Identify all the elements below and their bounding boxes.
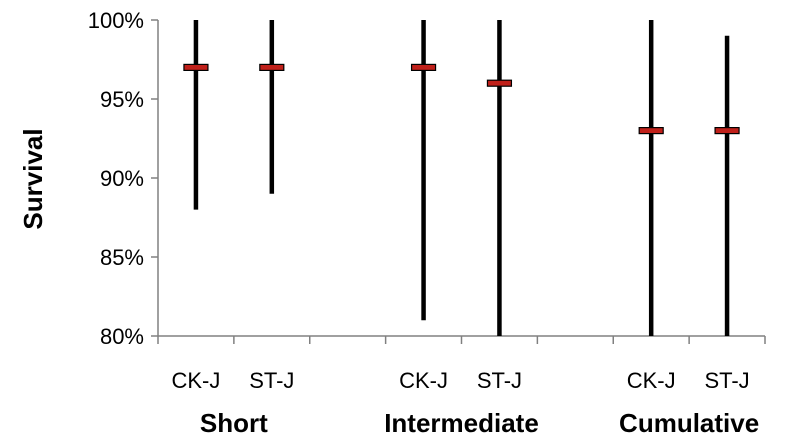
y-tick-label: 85% xyxy=(100,245,144,270)
estimate-marker xyxy=(638,126,664,135)
y-tick-label: 100% xyxy=(88,8,144,33)
category-label: CK-J xyxy=(627,368,676,393)
category-label: ST-J xyxy=(704,368,749,393)
estimate-markers xyxy=(183,63,740,135)
category-label: CK-J xyxy=(399,368,448,393)
category-label: ST-J xyxy=(477,368,522,393)
y-tick-label: 95% xyxy=(100,87,144,112)
group-label: Intermediate xyxy=(384,408,539,438)
y-tick-labels: 80% 85% 90% 95% 100% xyxy=(88,8,144,349)
group-label: Short xyxy=(200,408,268,438)
estimate-marker xyxy=(714,126,740,135)
y-axis-title: Survival xyxy=(18,128,48,229)
y-axis-ticks xyxy=(151,19,158,337)
x-axis-ticks xyxy=(157,336,766,344)
category-label: ST-J xyxy=(249,368,294,393)
y-tick-label: 90% xyxy=(100,166,144,191)
y-tick-label: 80% xyxy=(100,324,144,349)
category-label: CK-J xyxy=(171,368,220,393)
estimate-marker xyxy=(410,63,437,72)
group-labels: Short Intermediate Cumulative xyxy=(200,408,759,438)
category-labels: CK-J ST-J CK-J ST-J CK-J ST-J xyxy=(171,368,749,393)
group-label: Cumulative xyxy=(619,408,759,438)
estimate-marker xyxy=(486,79,513,87)
estimate-marker xyxy=(259,63,285,72)
estimate-marker xyxy=(183,63,209,72)
plot-area xyxy=(151,19,766,344)
